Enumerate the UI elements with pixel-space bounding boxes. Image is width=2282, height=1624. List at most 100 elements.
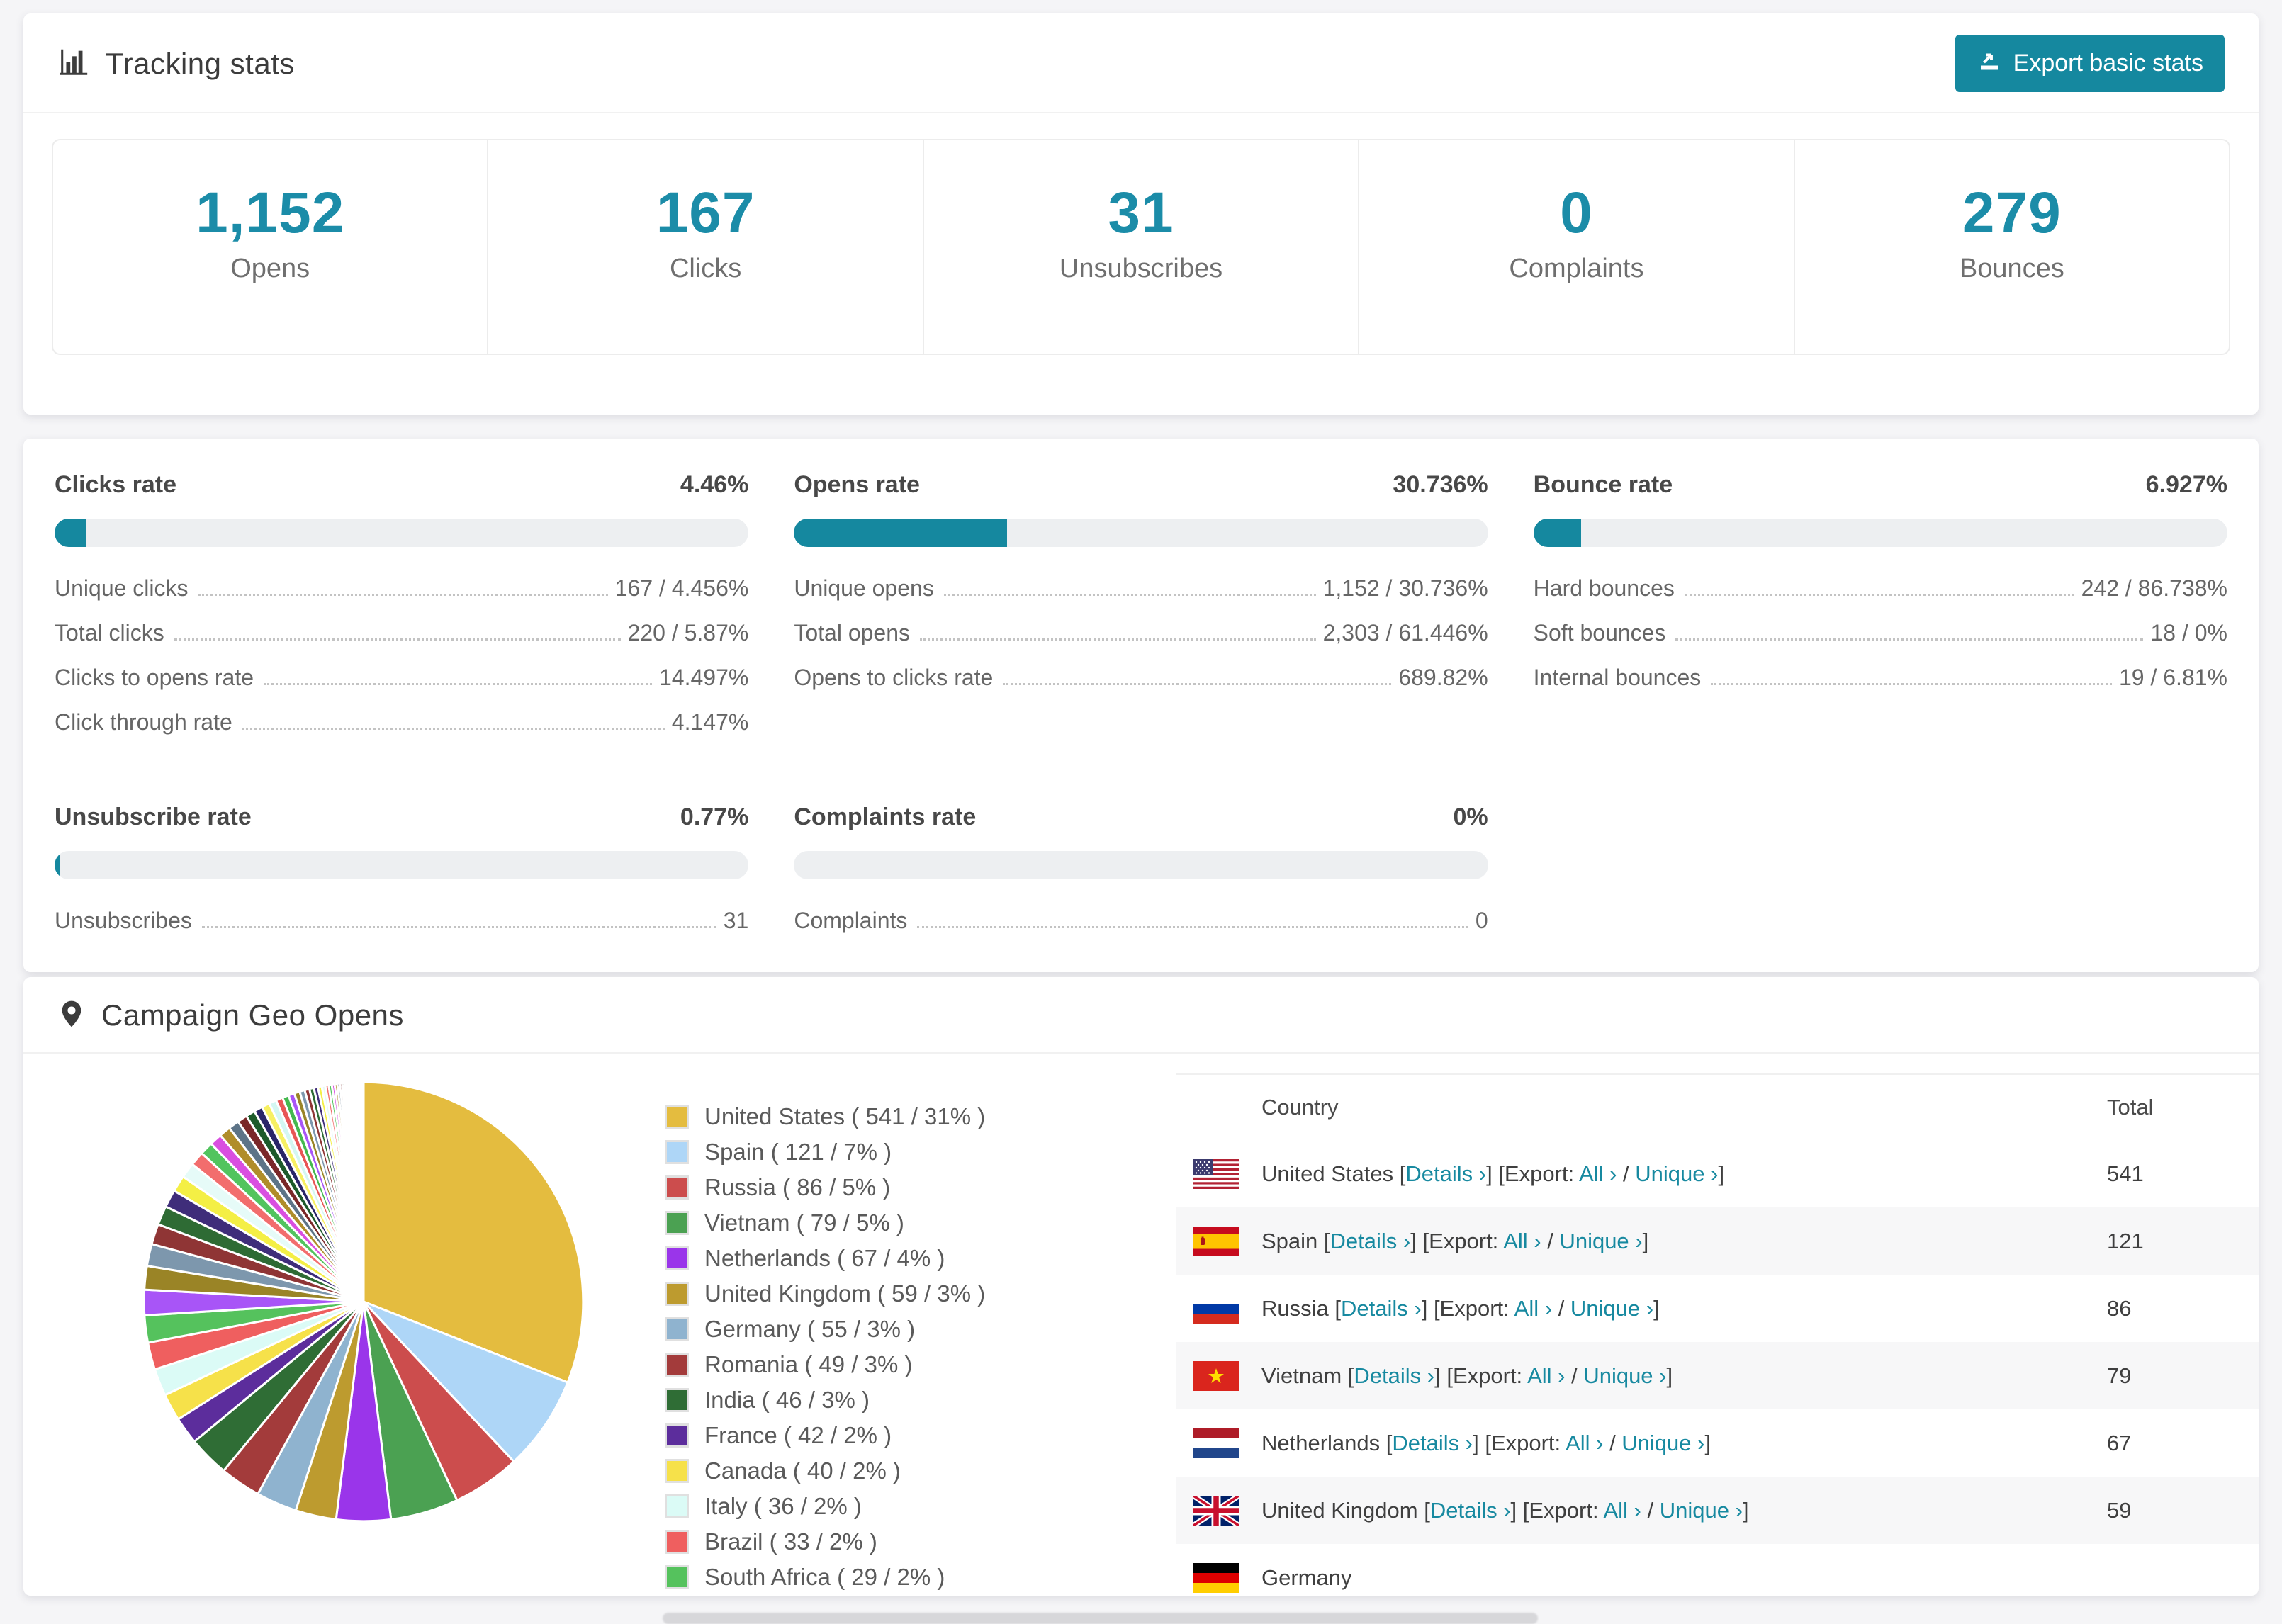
total-value: 67 (2107, 1430, 2132, 1455)
legend-swatch (665, 1105, 689, 1129)
legend-swatch (665, 1246, 689, 1270)
stat-tile-clicks: 167 Clicks (487, 140, 922, 354)
stat-tile-unsubscribes: 31 Unsubscribes (922, 140, 1358, 354)
details-link[interactable]: Details › (1405, 1161, 1487, 1186)
country-column-header: Country (1261, 1095, 1339, 1120)
stat-row: Opens to clicks rate 689.82% (794, 665, 1488, 690)
details-link[interactable]: Details › (1341, 1295, 1422, 1321)
stat-row: Internal bounces 19 / 6.81% (1533, 665, 2227, 690)
legend-item: Netherlands ( 67 / 4% ) (665, 1245, 985, 1272)
export-unique-link[interactable]: Unique › (1635, 1161, 1719, 1186)
table-row: United States [Details ›] [Export: All ›… (1176, 1140, 2259, 1207)
rates-card: Clicks rate 4.46% Unique clicks 167 / 4.4… (23, 439, 2259, 972)
unsubscribe-rate-progressbar (55, 851, 749, 879)
unsubscribe-rate-section: Unsubscribe rate 0.77% Unsubscribes 31 (55, 803, 749, 933)
stat-row: Unique clicks 167 / 4.456% (55, 575, 749, 601)
legend-item: Romania ( 49 / 3% ) (665, 1351, 985, 1378)
export-unique-link[interactable]: Unique › (1559, 1228, 1643, 1253)
flag-spain (1193, 1226, 1239, 1256)
opens-rate-progressbar (794, 519, 1488, 547)
complaints-rate-value: 0% (1453, 803, 1488, 830)
legend-swatch (665, 1494, 689, 1518)
flag-germany (1193, 1562, 1239, 1593)
export-all-link[interactable]: All › (1503, 1228, 1541, 1253)
flag-united-kingdom (1193, 1495, 1239, 1526)
export-unique-link[interactable]: Unique › (1583, 1363, 1667, 1388)
horizontal-scrollbar-thumb[interactable] (663, 1613, 1538, 1624)
details-link[interactable]: Details › (1330, 1228, 1411, 1253)
legend-swatch (665, 1317, 689, 1341)
total-value: 86 (2107, 1295, 2132, 1321)
legend-swatch (665, 1459, 689, 1483)
export-all-link[interactable]: All › (1603, 1497, 1641, 1523)
legend-item: Italy ( 36 / 2% ) (665, 1493, 985, 1520)
stat-tiles: 1,152 Opens 167 Clicks 31 Unsubscribes 0… (52, 139, 2230, 355)
legend-item: United Kingdom ( 59 / 3% ) (665, 1280, 985, 1307)
geo-opens-pie-chart[interactable] (134, 1072, 593, 1531)
legend-item: Spain ( 121 / 7% ) (665, 1139, 985, 1166)
total-value: 121 (2107, 1228, 2144, 1253)
tracking-stats-card: Tracking stats Export basic stats 1,152 … (23, 13, 2259, 415)
legend-swatch (665, 1423, 689, 1448)
stat-row: Clicks to opens rate 14.497% (55, 665, 749, 690)
map-pin-icon (57, 1000, 86, 1032)
table-row: Spain [Details ›] [Export: All › / Uniqu… (1176, 1207, 2259, 1275)
export-unique-link[interactable]: Unique › (1570, 1295, 1654, 1321)
legend-swatch (665, 1175, 689, 1200)
legend-swatch (665, 1140, 689, 1164)
bar-chart-icon (57, 45, 90, 81)
tracking-stats-header: Tracking stats Export basic stats (23, 13, 2259, 113)
stat-row: Total opens 2,303 / 61.446% (794, 620, 1488, 645)
export-all-link[interactable]: All › (1579, 1161, 1617, 1186)
legend-swatch (665, 1211, 689, 1235)
legend-item: Canada ( 40 / 2% ) (665, 1457, 985, 1484)
geo-opens-header: Campaign Geo Opens (23, 977, 2259, 1054)
opens-count: 1,152 (196, 181, 345, 245)
export-button-label: Export basic stats (2013, 50, 2203, 77)
legend-item: Russia ( 86 / 5% ) (665, 1174, 985, 1201)
table-row: Netherlands [Details ›] [Export: All › /… (1176, 1409, 2259, 1477)
opens-rate-section: Opens rate 30.736% Unique opens 1,152 / 3… (794, 471, 1488, 690)
table-row: Vietnam [Details ›] [Export: All › / Uni… (1176, 1342, 2259, 1409)
flag-netherlands (1193, 1428, 1239, 1458)
bounce-rate-progressbar (1533, 519, 2227, 547)
legend-swatch (665, 1282, 689, 1306)
table-row: United Kingdom [Details ›] [Export: All … (1176, 1477, 2259, 1544)
details-link[interactable]: Details › (1429, 1497, 1511, 1523)
total-value: 79 (2107, 1363, 2132, 1388)
clicks-rate-progressbar (55, 519, 749, 547)
clicks-rate-value: 4.46% (680, 471, 749, 498)
table-row: Russia [Details ›] [Export: All › / Uniq… (1176, 1275, 2259, 1342)
table-header: Country Total (1176, 1075, 2259, 1140)
legend-item: India ( 46 / 3% ) (665, 1387, 985, 1414)
geo-opens-table: Country Total United States [Details ›] … (1176, 1073, 2259, 1596)
legend-item: South Africa ( 29 / 2% ) (665, 1564, 985, 1591)
unsubscribe-rate-value: 0.77% (680, 803, 749, 830)
unsubscribes-count: 31 (1108, 181, 1174, 245)
export-all-link[interactable]: All › (1527, 1363, 1566, 1388)
export-basic-stats-button[interactable]: Export basic stats (1955, 35, 2225, 92)
export-unique-link[interactable]: Unique › (1621, 1430, 1705, 1455)
export-icon (1977, 47, 2002, 79)
stat-row: Complaints 0 (794, 908, 1488, 933)
export-unique-link[interactable]: Unique › (1659, 1497, 1743, 1523)
opens-rate-value: 30.736% (1393, 471, 1488, 498)
page-title: Tracking stats (106, 46, 295, 80)
flag-united-states (1193, 1158, 1239, 1189)
legend-item: United States ( 541 / 31% ) (665, 1103, 985, 1130)
complaints-rate-section: Complaints rate 0% Complaints 0 (794, 803, 1488, 933)
bounce-rate-section: Bounce rate 6.927% Hard bounces 242 / 86.… (1533, 471, 2227, 690)
export-all-link[interactable]: All › (1566, 1430, 1604, 1455)
flag-vietnam (1193, 1360, 1239, 1391)
total-value: 59 (2107, 1497, 2132, 1523)
flag-russia (1193, 1293, 1239, 1324)
details-link[interactable]: Details › (1392, 1430, 1473, 1455)
legend-swatch (665, 1530, 689, 1554)
complaints-rate-progressbar (794, 851, 1488, 879)
legend-swatch (665, 1353, 689, 1377)
legend-item: Germany ( 55 / 3% ) (665, 1316, 985, 1343)
details-link[interactable]: Details › (1354, 1363, 1435, 1388)
total-column-header: Total (2107, 1095, 2154, 1120)
legend-item: Brazil ( 33 / 2% ) (665, 1528, 985, 1555)
export-all-link[interactable]: All › (1514, 1295, 1553, 1321)
